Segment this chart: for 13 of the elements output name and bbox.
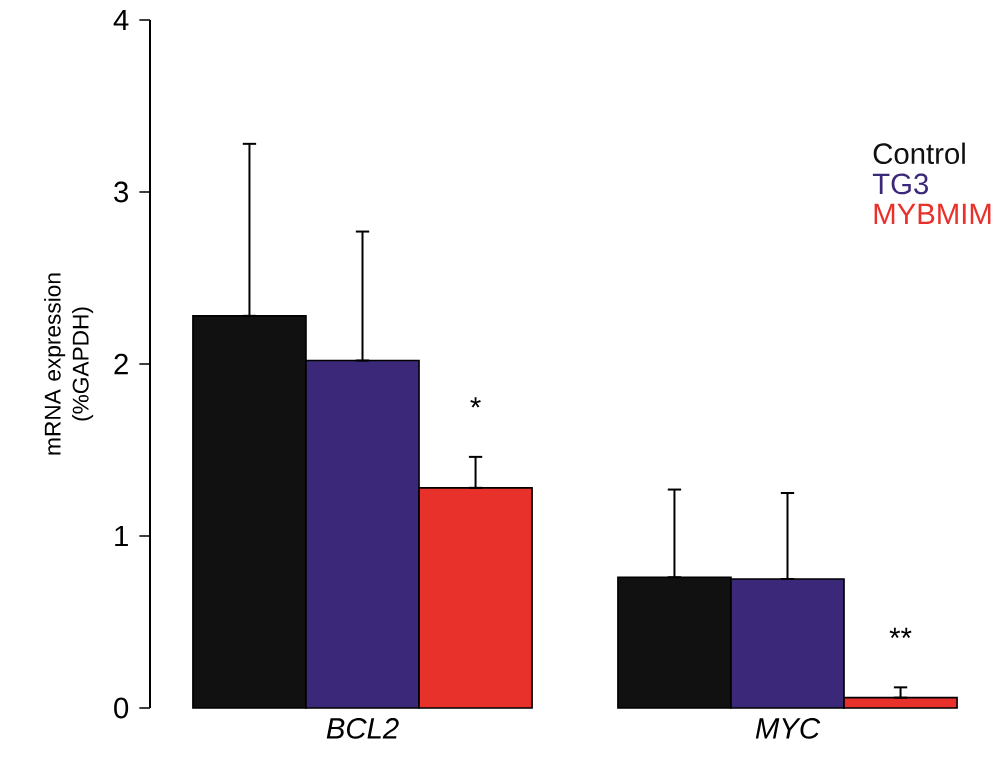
annotation: * <box>470 397 481 408</box>
y-tick-label: 2 <box>114 353 128 375</box>
y-axis-title: mRNA expression (%GAPDH) <box>44 273 94 455</box>
x-tick-label: BCL2 <box>326 718 399 739</box>
y-tick-label: 1 <box>115 525 128 547</box>
y-tick-label: 4 <box>113 9 129 31</box>
y-tick-label: 3 <box>114 181 129 203</box>
x-tick-label: MYC <box>755 718 821 739</box>
y-tick-label: 0 <box>114 697 129 719</box>
text: Control <box>873 142 965 165</box>
annotation: ** <box>889 627 912 639</box>
text: MYBMIM <box>874 203 991 224</box>
text: TG3 <box>872 173 928 195</box>
